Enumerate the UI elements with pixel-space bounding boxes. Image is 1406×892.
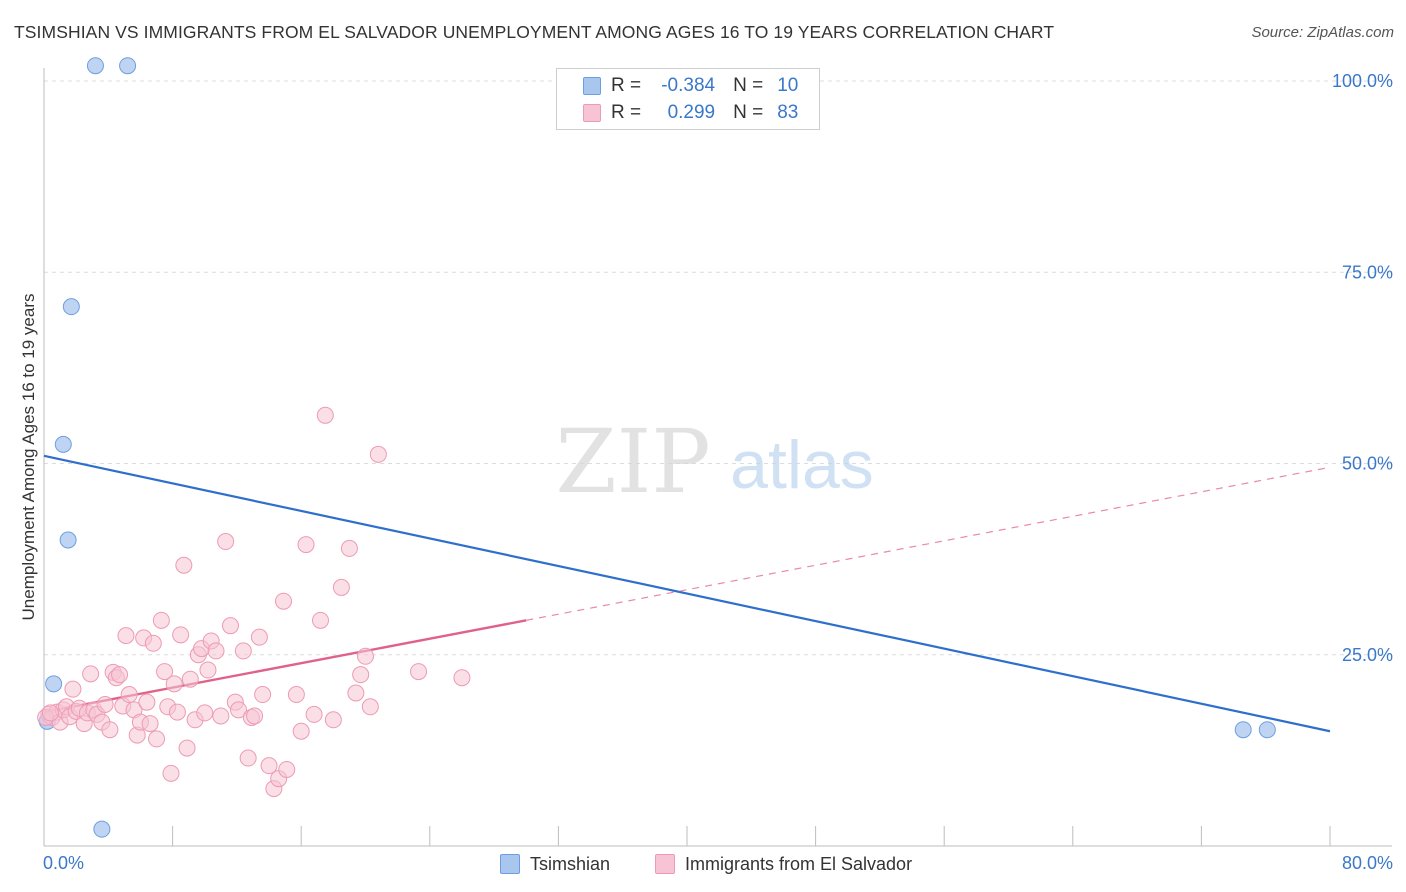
el-salvador-point (305, 705, 323, 723)
el-salvador-point (357, 647, 374, 665)
bottom-legend-el-salvador: Immigrants from El Salvador (655, 852, 912, 876)
tsimshian-point (86, 57, 104, 75)
legend-row-el-salvador: R = 0.299 N = 83 (583, 101, 798, 125)
x-tick-label-min: 0.0% (43, 853, 84, 873)
el-salvador-point (332, 578, 350, 596)
el-salvador-point (239, 749, 257, 767)
el-salvador-trend-line-extension (526, 466, 1331, 621)
el-salvador-point (230, 701, 248, 719)
el-salvador-point (250, 628, 268, 646)
tsimshian-point (45, 675, 63, 693)
el-salvador-point (41, 704, 59, 722)
el-salvador-point (361, 698, 379, 716)
legend-swatch-tsimshian (583, 77, 601, 95)
el-salvador-point (212, 707, 230, 725)
el-salvador-point (82, 665, 100, 683)
el-salvador-point (207, 642, 225, 660)
bottom-legend-swatch-el-salvador (655, 854, 675, 874)
watermark-atlas: atlas (730, 427, 874, 503)
el-salvador-point (156, 663, 174, 681)
bottom-legend-label-el-salvador: Immigrants from El Salvador (685, 853, 913, 874)
el-salvador-point (221, 617, 239, 635)
el-salvador-point (165, 675, 183, 693)
legend-n-label: N = (733, 102, 764, 123)
el-salvador-point (111, 666, 129, 684)
el-salvador-point (144, 634, 162, 652)
chart-title: TSIMSHIAN VS IMMIGRANTS FROM EL SALVADOR… (14, 22, 1055, 42)
legend-n-value-el-salvador: 83 (777, 102, 799, 123)
tsimshian-point (1234, 721, 1252, 739)
y-tick-label: 100.0% (1332, 71, 1393, 91)
legend-r-value-el-salvador: 0.299 (667, 102, 716, 123)
el-salvador-point (453, 669, 471, 687)
data-points (37, 57, 1276, 838)
el-salvador-point (199, 661, 217, 679)
el-salvador-point (120, 686, 138, 704)
el-salvador-point (168, 703, 186, 721)
tsimshian-point (62, 298, 80, 316)
el-salvador-point (152, 611, 170, 629)
el-salvador-point (181, 670, 199, 688)
legend-row-tsimshian: R = -0.384 N = 10 (583, 74, 798, 98)
tsimshian-point (119, 57, 137, 75)
tsimshian-point (1258, 721, 1276, 739)
bottom-legend-label-tsimshian: Tsimshian (530, 853, 611, 874)
el-salvador-point (369, 445, 387, 463)
el-salvador-point (178, 739, 196, 757)
el-salvador-point (297, 536, 315, 554)
chart-source: Source: ZipAtlas.com (1251, 24, 1394, 41)
el-salvador-point (287, 686, 305, 704)
el-salvador-point (162, 764, 180, 782)
el-salvador-point (292, 722, 310, 740)
bottom-legend-tsimshian: Tsimshian (500, 852, 610, 876)
y-tick-label: 25.0% (1342, 645, 1393, 665)
stats-legend: R = -0.384 N = 10 R = 0.299 N = 83 (556, 68, 820, 130)
y-tick-label: 75.0% (1342, 262, 1393, 282)
bottom-legend-swatch-tsimshian (500, 854, 520, 874)
el-salvador-point (101, 721, 119, 739)
gridlines (44, 80, 1392, 656)
tsimshian-point (54, 435, 72, 453)
tsimshian-point (93, 820, 111, 838)
el-salvador-point (138, 693, 156, 711)
el-salvador-point (148, 730, 166, 748)
el-salvador-point (410, 663, 428, 681)
el-salvador-point (141, 715, 159, 733)
el-salvador-point (352, 666, 370, 684)
el-salvador-point (275, 592, 293, 610)
el-salvador-point (117, 627, 135, 645)
el-salvador-point (311, 611, 329, 629)
el-salvador-point (96, 695, 114, 713)
el-salvador-point (260, 757, 278, 775)
legend-r-label: R = (611, 102, 642, 123)
el-salvador-point (340, 539, 358, 557)
el-salvador-point (234, 642, 252, 660)
watermark-zip: ZIP (555, 410, 710, 513)
el-salvador-point (254, 686, 272, 704)
x-tick-label-max: 80.0% (1342, 853, 1393, 873)
el-salvador-point (324, 711, 342, 729)
el-salvador-point (217, 533, 235, 551)
y-tick-label: 50.0% (1342, 454, 1393, 474)
el-salvador-point (278, 761, 296, 778)
el-salvador-point (175, 556, 193, 574)
el-salvador-point (316, 406, 334, 424)
legend-r-label: R = (611, 75, 642, 96)
el-salvador-point (196, 704, 214, 722)
legend-r-value-tsimshian: -0.384 (661, 75, 716, 96)
tick-labels: 0.0% 80.0% 25.0% 50.0% 75.0% 100.0% (43, 71, 1393, 873)
tsimshian-point (59, 531, 77, 549)
y-axis-title: Unemployment Among Ages 16 to 19 years (19, 293, 38, 621)
el-salvador-point (64, 680, 82, 698)
axes (43, 68, 1392, 847)
el-salvador-point (246, 707, 264, 725)
legend-n-value-tsimshian: 10 (777, 75, 799, 96)
el-salvador-point (347, 684, 365, 702)
el-salvador-point (172, 626, 190, 644)
tsimshian-trend-line (43, 454, 1331, 733)
legend-swatch-el-salvador (583, 104, 601, 122)
legend-n-label: N = (733, 75, 764, 96)
